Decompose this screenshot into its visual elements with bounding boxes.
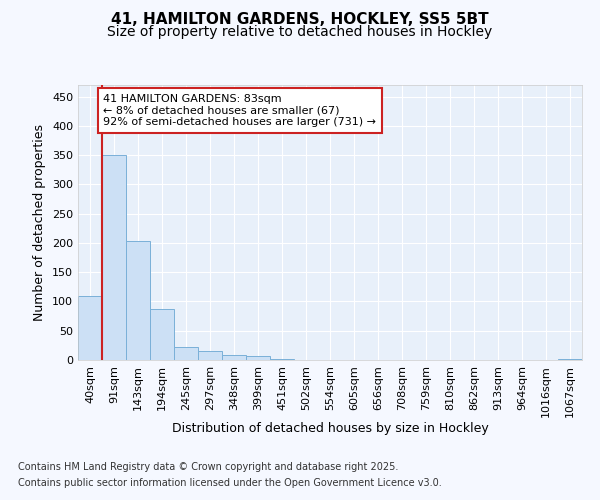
Bar [150, 308, 174, 360]
Bar [78, 296, 102, 360]
Bar [174, 346, 198, 360]
Bar [102, 155, 126, 360]
Text: Contains public sector information licensed under the Open Government Licence v3: Contains public sector information licen… [18, 478, 442, 488]
Bar [222, 354, 246, 360]
Text: Contains HM Land Registry data © Crown copyright and database right 2025.: Contains HM Land Registry data © Crown c… [18, 462, 398, 472]
Bar [126, 240, 150, 360]
Y-axis label: Number of detached properties: Number of detached properties [34, 124, 46, 321]
X-axis label: Distribution of detached houses by size in Hockley: Distribution of detached houses by size … [172, 422, 488, 436]
Text: 41 HAMILTON GARDENS: 83sqm
← 8% of detached houses are smaller (67)
92% of semi-: 41 HAMILTON GARDENS: 83sqm ← 8% of detac… [103, 94, 376, 127]
Bar [246, 356, 270, 360]
Text: Size of property relative to detached houses in Hockley: Size of property relative to detached ho… [107, 25, 493, 39]
Text: 41, HAMILTON GARDENS, HOCKLEY, SS5 5BT: 41, HAMILTON GARDENS, HOCKLEY, SS5 5BT [111, 12, 489, 28]
Bar [198, 351, 222, 360]
